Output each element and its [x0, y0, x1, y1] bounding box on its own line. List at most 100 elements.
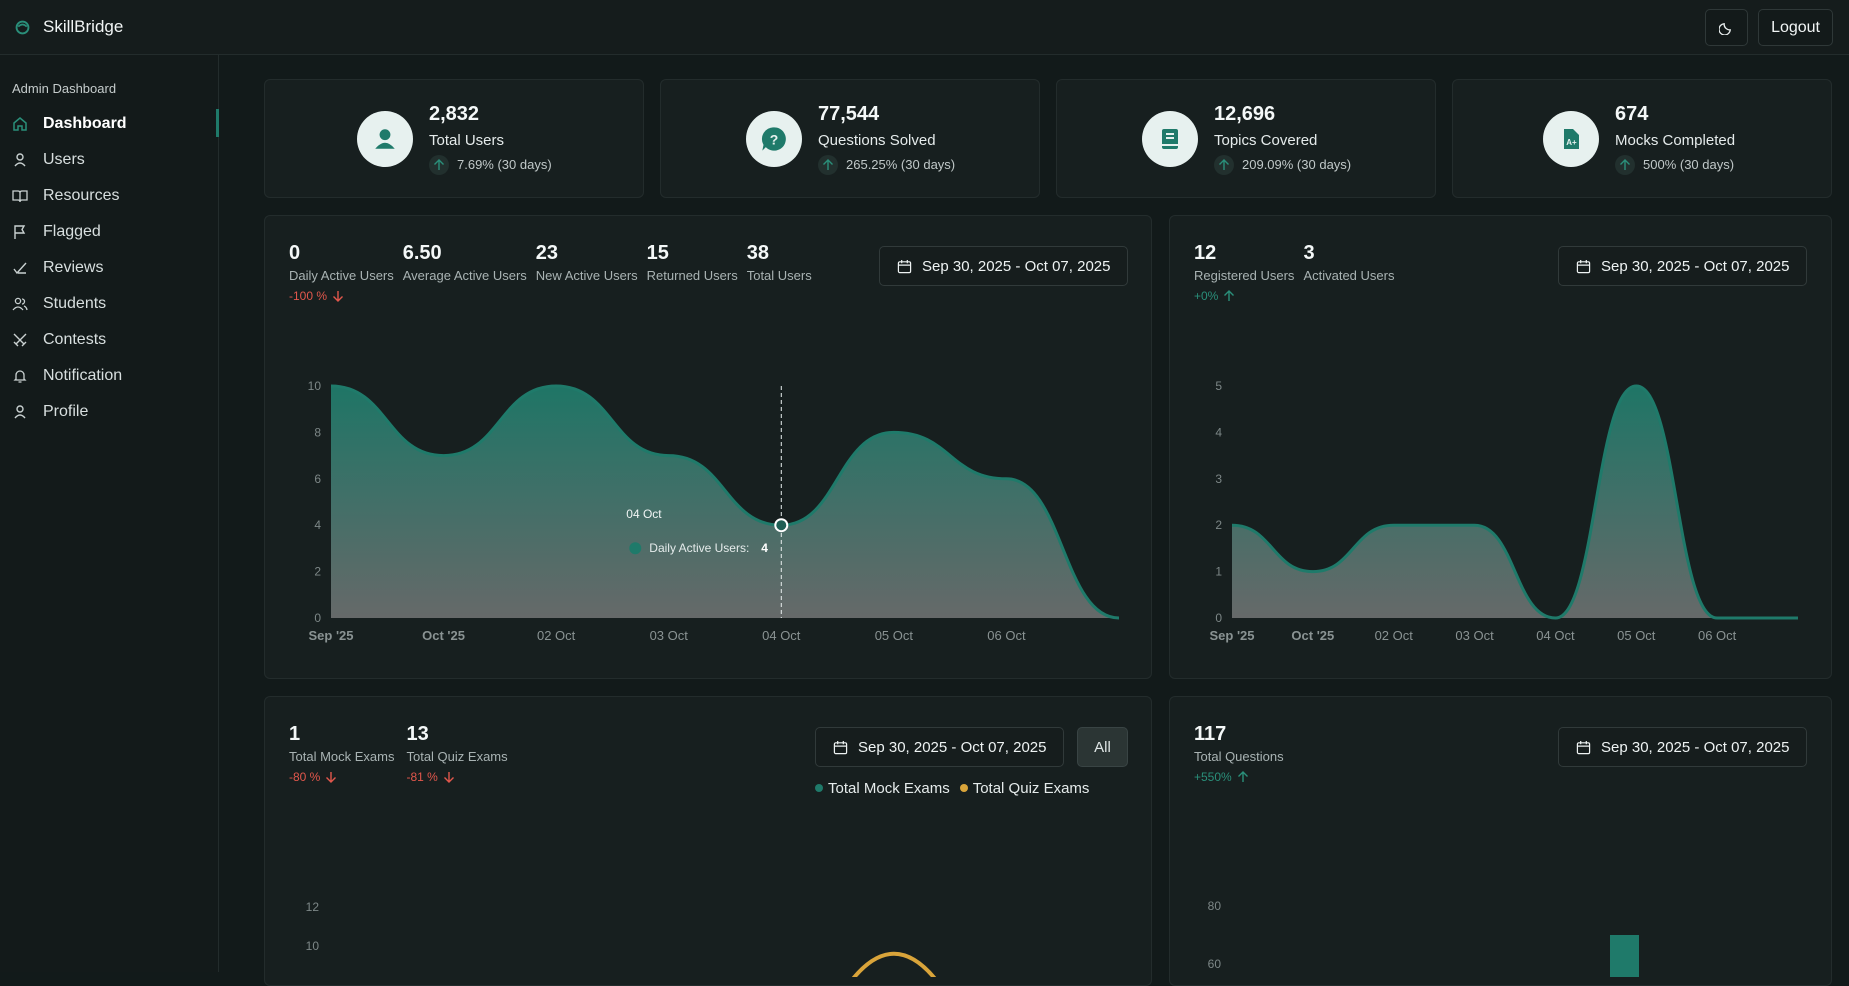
- active-users-chart: 0 2 4 6 8 10 Sep '25 Oct '25 02 Oct 03 Oct 04 Oct 0…: [308, 379, 1120, 643]
- y-tick-label: 4: [1215, 425, 1222, 439]
- metric-change-text: +550%: [1194, 770, 1232, 784]
- arrow-up-icon: [818, 154, 838, 175]
- x-tick-label: 03 Oct: [1455, 628, 1494, 643]
- metric-value: 23: [535, 242, 559, 264]
- stat-card-total-users: 2,832 Total Users 7.69% (30 days): [264, 79, 644, 198]
- legend-label: Total Quiz Exams: [972, 780, 1090, 797]
- user-icon: [357, 110, 413, 167]
- y-tick-label: 4: [314, 518, 321, 532]
- metric-change: -100 %: [289, 289, 394, 303]
- x-tick-label: 05 Oct: [1617, 628, 1656, 643]
- metric-returned-users: 15 Returned Users: [647, 242, 738, 303]
- sidebar-item-students[interactable]: Students: [0, 286, 218, 322]
- logo-icon: [15, 20, 30, 34]
- metric-value: 117: [1194, 723, 1227, 745]
- series-area: [331, 386, 1119, 618]
- book-icon: [1142, 110, 1198, 167]
- y-tick-label: 10: [308, 379, 322, 393]
- sidebar-item-notification[interactable]: Notification: [0, 358, 218, 394]
- swords-icon: [12, 332, 28, 348]
- metric-total-users: 38 Total Users: [747, 242, 812, 303]
- date-range-text: Sep 30, 2025 - Oct 07, 2025: [1601, 738, 1790, 756]
- metric-value: 6.50: [402, 242, 442, 264]
- theme-toggle-button[interactable]: [1705, 9, 1749, 46]
- date-range-text: Sep 30, 2025 - Oct 07, 2025: [1601, 257, 1790, 275]
- legend-item-quiz[interactable]: Total Quiz Exams: [959, 780, 1090, 797]
- sidebar-item-label: Notification: [43, 367, 123, 384]
- arrow-up-icon: [1214, 154, 1234, 175]
- metric-label: Total Users: [746, 268, 812, 283]
- sidebar-item-label: Profile: [43, 403, 89, 420]
- arrow-down-icon: [443, 772, 454, 783]
- arrow-up-icon: [1224, 290, 1235, 301]
- y-tick-label: 5: [1215, 379, 1222, 393]
- sidebar-item-label: Contests: [43, 331, 107, 348]
- x-tick-label: 06 Oct: [987, 628, 1026, 643]
- moon-icon: [1719, 23, 1732, 35]
- stat-label: Questions Solved: [818, 131, 936, 149]
- sidebar-item-label: Reviews: [43, 259, 104, 276]
- sidebar-item-dashboard[interactable]: Dashboard: [0, 106, 219, 142]
- stat-value: 12,696: [1214, 102, 1276, 125]
- stat-change: 209.09% (30 days): [1214, 154, 1351, 175]
- check-icon: [12, 260, 28, 276]
- metric-label: Average Active Users: [402, 268, 527, 283]
- metric-total-mock-exams: 1 Total Mock Exams -80 %: [289, 723, 394, 784]
- metric-label: Total Quiz Exams: [406, 749, 508, 764]
- metric-activated-users: 3 Activated Users: [1303, 242, 1394, 303]
- bar: [1610, 935, 1639, 977]
- metric-change: +0%: [1194, 289, 1294, 303]
- legend-item-mock[interactable]: Total Mock Exams: [815, 780, 950, 797]
- registrations-chart: 0 1 2 3 4 5 Sep '25 Oct '25 02 Oct 03 Oct 04 Oct 05…: [1209, 379, 1798, 643]
- series-line: [1231, 384, 1798, 620]
- stat-change-text: 500% (30 days): [1643, 157, 1735, 172]
- metric-change-text: -80 %: [289, 770, 321, 784]
- stat-label: Mocks Completed: [1615, 131, 1736, 149]
- logout-button[interactable]: Logout: [1758, 9, 1833, 46]
- y-tick-label: 8: [314, 425, 321, 439]
- metric-daily-active-users: 0 Daily Active Users -100 %: [289, 242, 394, 303]
- date-range-picker[interactable]: Sep 30, 2025 - Oct 07, 2025: [1558, 727, 1808, 767]
- arrow-down-icon: [326, 772, 337, 783]
- y-tick-label: 80: [1208, 899, 1222, 913]
- metric-change-text: -81 %: [406, 770, 438, 784]
- users-icon: [12, 296, 28, 312]
- sidebar-item-reviews[interactable]: Reviews: [0, 250, 218, 286]
- y-tick-label: 2: [314, 565, 321, 579]
- arrow-up-icon: [1237, 771, 1248, 782]
- metric-total-quiz-exams: 13 Total Quiz Exams -81 %: [406, 723, 507, 784]
- tooltip-date: 04 Oct: [626, 507, 662, 521]
- filter-all-button[interactable]: All: [1077, 727, 1128, 767]
- registrations-card: 12 Registered Users +0% 3 Activated User…: [1169, 215, 1832, 679]
- legend-label: Total Mock Exams: [828, 780, 950, 797]
- metric-value: 15: [646, 242, 669, 264]
- date-range-picker[interactable]: Sep 30, 2025 - Oct 07, 2025: [879, 246, 1129, 286]
- flag-icon: [12, 224, 28, 240]
- date-range-picker[interactable]: Sep 30, 2025 - Oct 07, 2025: [815, 727, 1065, 767]
- x-tick-label: 02 Oct: [537, 628, 576, 643]
- stat-change: 500% (30 days): [1615, 154, 1735, 175]
- sidebar-item-flagged[interactable]: Flagged: [0, 214, 218, 250]
- sidebar-item-users[interactable]: Users: [0, 142, 218, 178]
- sidebar-item-profile[interactable]: Profile: [0, 394, 218, 430]
- metric-value: 38: [746, 242, 769, 264]
- metric-value: 3: [1303, 242, 1315, 264]
- sidebar-item-resources[interactable]: Resources: [0, 178, 218, 214]
- date-range-picker[interactable]: Sep 30, 2025 - Oct 07, 2025: [1558, 246, 1808, 286]
- y-tick-label: 0: [1215, 611, 1222, 625]
- stat-card-questions-solved: ? 77,544 Questions Solved 265.25% (30 da…: [660, 79, 1040, 198]
- sidebar-item-contests[interactable]: Contests: [0, 322, 218, 358]
- metric-label: Daily Active Users: [289, 268, 394, 283]
- metric-label: Registered Users: [1194, 268, 1295, 283]
- x-tick-label: Sep '25: [308, 628, 353, 643]
- metric-label: Returned Users: [646, 268, 738, 283]
- sidebar-item-label: Flagged: [43, 223, 101, 240]
- metric-change-text: +0%: [1194, 289, 1219, 303]
- x-tick-label: 03 Oct: [650, 628, 689, 643]
- exams-chart: 121086: [306, 900, 937, 977]
- series-area: [1232, 386, 1798, 618]
- sidebar-item-label: Resources: [43, 187, 120, 204]
- stat-label: Total Users: [429, 131, 505, 149]
- brand[interactable]: SkillBridge: [14, 17, 123, 37]
- metric-label: Total Questions: [1194, 749, 1284, 764]
